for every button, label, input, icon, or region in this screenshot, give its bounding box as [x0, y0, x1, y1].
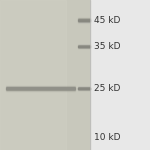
- Bar: [6, 90, 75, 91]
- Bar: [78, 47, 90, 48]
- Bar: [78, 89, 90, 90]
- Bar: [78, 46, 90, 47]
- Bar: [78, 20, 90, 21]
- Bar: [6, 87, 75, 88]
- Text: 25 kD: 25 kD: [94, 84, 121, 93]
- Bar: [6, 86, 75, 87]
- Bar: [78, 88, 90, 89]
- Text: 10 kD: 10 kD: [94, 134, 121, 142]
- Bar: [0, 0, 90, 150]
- Bar: [78, 21, 90, 22]
- Bar: [78, 18, 90, 19]
- Bar: [0, 0, 66, 150]
- Text: 35 kD: 35 kD: [94, 42, 121, 51]
- Text: 45 kD: 45 kD: [94, 16, 121, 25]
- Bar: [6, 89, 75, 90]
- Bar: [6, 88, 75, 89]
- Bar: [90, 0, 150, 150]
- Bar: [78, 45, 90, 46]
- Bar: [78, 19, 90, 20]
